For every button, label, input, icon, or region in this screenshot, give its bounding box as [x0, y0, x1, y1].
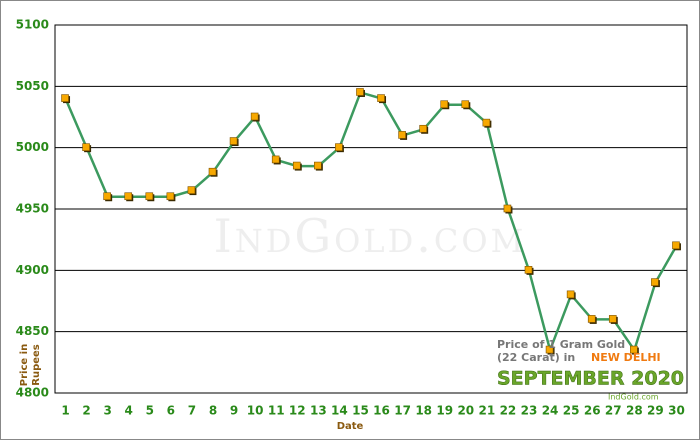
x-tick-label: 29	[647, 404, 664, 418]
marker	[461, 100, 470, 109]
x-tick-label: 2	[82, 404, 90, 418]
y-axis-label: Price in Rupees	[19, 344, 42, 386]
y-tick-label: 4900	[16, 263, 49, 277]
x-tick-label: 3	[103, 404, 111, 418]
y-axis-label-line: Price in	[19, 344, 30, 386]
x-tick-label: 14	[331, 404, 348, 418]
annotation: Price of 1 Gram Gold (22 Carat) in NEW D…	[497, 338, 685, 402]
marker	[187, 186, 196, 194]
y-tick-label: 4850	[16, 324, 49, 338]
x-tick-label: 26	[584, 404, 601, 418]
x-tick-label: 17	[394, 404, 411, 418]
watermark: IndGold.com	[214, 209, 527, 263]
marker	[271, 155, 280, 164]
x-tick-label: 5	[146, 404, 154, 418]
marker	[377, 94, 385, 102]
marker	[630, 345, 638, 354]
annotation-city: NEW DELHI	[591, 351, 661, 364]
x-tick-label: 23	[521, 404, 538, 418]
marker	[145, 192, 154, 201]
marker	[587, 315, 596, 323]
marker	[419, 124, 427, 133]
y-tick-label: 5100	[16, 18, 49, 32]
x-tick-label: 22	[500, 404, 517, 418]
marker	[103, 192, 111, 201]
x-axis-label: Date	[337, 421, 364, 432]
y-tick-label: 5000	[16, 140, 49, 154]
y-tick-label: 5050	[16, 79, 49, 93]
y-tick-label: 4950	[16, 202, 49, 216]
x-tick-label: 7	[188, 404, 196, 418]
marker	[672, 241, 680, 250]
marker	[229, 137, 238, 145]
marker	[250, 112, 259, 121]
marker	[292, 161, 301, 170]
marker	[566, 290, 575, 299]
x-tick-label: 8	[209, 404, 217, 418]
marker	[482, 118, 491, 127]
x-tick-label: 30	[668, 404, 685, 418]
x-tick-label: 28	[626, 404, 643, 418]
marker	[124, 192, 133, 201]
marker	[398, 131, 406, 139]
x-tick-label: 16	[373, 404, 390, 418]
annotation-text: (22 Carat) in	[497, 351, 575, 364]
marker	[545, 345, 554, 354]
x-tick-label: 1	[61, 404, 69, 418]
marker	[208, 167, 217, 176]
x-tick-label: 6	[167, 404, 175, 418]
marker	[440, 100, 449, 109]
x-tick-label: 11	[268, 404, 285, 418]
x-tick-label: 25	[563, 404, 580, 418]
marker	[651, 278, 659, 286]
y-axis-label-line: Rupees	[31, 344, 42, 386]
x-tick-label: 21	[479, 404, 496, 418]
marker	[503, 204, 512, 213]
x-tick-label: 27	[605, 404, 622, 418]
x-tick-label: 20	[457, 404, 474, 418]
x-tick-label: 10	[247, 404, 264, 418]
annotation-text: Price of 1 Gram Gold	[497, 338, 625, 351]
y-tick-label: 4800	[16, 386, 49, 400]
annotation-period: SEPTEMBER 2020	[497, 368, 684, 390]
x-tick-label: 15	[352, 404, 369, 418]
marker	[166, 192, 175, 201]
x-tick-label: 12	[289, 404, 306, 418]
marker	[524, 266, 533, 274]
marker	[82, 143, 90, 151]
x-tick-label: 24	[542, 404, 559, 418]
x-tick-label: 9	[230, 404, 238, 418]
marker	[608, 315, 617, 323]
x-tick-label: 4	[125, 404, 133, 418]
marker	[356, 88, 364, 96]
marker	[335, 143, 343, 151]
marker	[314, 161, 322, 170]
x-tick-label: 18	[415, 404, 432, 418]
x-tick-label: 13	[310, 404, 327, 418]
x-tick-label: 19	[436, 404, 453, 418]
marker	[61, 94, 69, 102]
annotation-site: IndGold.com	[608, 393, 659, 402]
